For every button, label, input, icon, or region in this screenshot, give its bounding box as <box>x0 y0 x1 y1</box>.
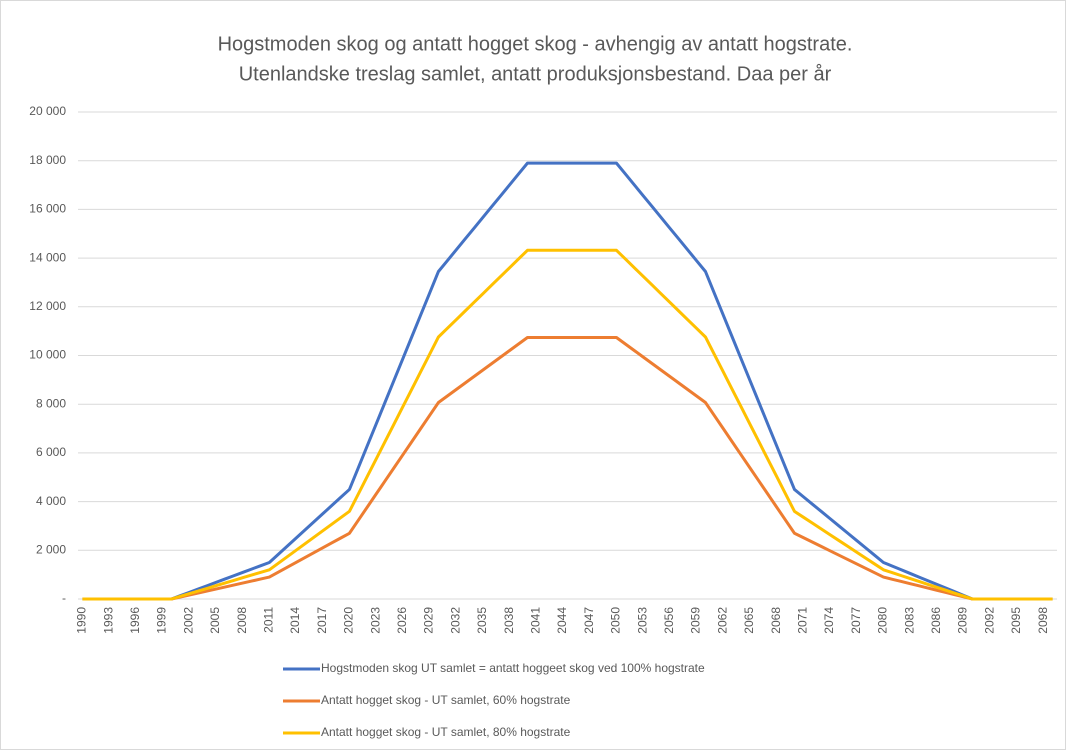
x-tick-label: 1999 <box>155 607 169 634</box>
x-tick-label: 2002 <box>181 607 195 634</box>
x-tick-label: 1990 <box>75 607 89 634</box>
x-tick-label: 2092 <box>982 607 996 634</box>
x-tick-label: 2020 <box>342 607 356 634</box>
x-tick-label: 2044 <box>555 607 569 634</box>
y-tick-label: 6 000 <box>36 445 66 459</box>
x-tick-label: 2050 <box>609 607 623 634</box>
y-tick-label: 4 000 <box>36 494 66 508</box>
legend-label: Antatt hogget skog - UT samlet, 80% hogs… <box>321 725 571 739</box>
x-tick-label: 2089 <box>956 607 970 634</box>
x-tick-label: 2035 <box>475 607 489 634</box>
x-tick-label: 2047 <box>582 607 596 634</box>
series-line <box>82 161 1053 601</box>
series-line <box>82 248 1053 601</box>
y-tick-label: 10 000 <box>29 348 66 362</box>
series-line <box>82 335 1053 601</box>
x-tick-label: 1993 <box>101 607 115 634</box>
x-tick-label: 2008 <box>235 607 249 634</box>
y-tick-label: 20 000 <box>29 104 66 118</box>
y-tick-label: 8 000 <box>36 396 66 410</box>
y-tick-label: 18 000 <box>29 153 66 167</box>
x-tick-label: 2098 <box>1036 607 1050 634</box>
y-tick-label: 12 000 <box>29 299 66 313</box>
y-tick-label: 16 000 <box>29 202 66 216</box>
legend-label: Hogstmoden skog UT samlet = antatt hogge… <box>321 661 705 675</box>
x-tick-label: 2068 <box>769 607 783 634</box>
x-tick-label: 2074 <box>822 607 836 634</box>
y-tick-label: - <box>62 591 66 605</box>
x-tick-label: 2086 <box>929 607 943 634</box>
x-tick-label: 2056 <box>662 607 676 634</box>
chart-title: Utenlandske treslag samlet, antatt produ… <box>239 63 832 85</box>
x-tick-label: 2029 <box>422 607 436 634</box>
x-tick-label: 2053 <box>635 607 649 634</box>
x-tick-label: 2080 <box>876 607 890 634</box>
x-tick-label: 2065 <box>742 607 756 634</box>
x-tick-label: 2059 <box>689 607 703 634</box>
x-tick-label: 2032 <box>448 607 462 634</box>
x-tick-label: 2062 <box>715 607 729 634</box>
x-tick-label: 2083 <box>902 607 916 634</box>
x-tick-label: 1996 <box>128 607 142 634</box>
x-tick-label: 2011 <box>262 607 276 633</box>
y-tick-label: 2 000 <box>36 542 66 556</box>
x-tick-label: 2041 <box>529 607 543 634</box>
x-tick-label: 2023 <box>368 607 382 634</box>
x-tick-label: 2017 <box>315 607 329 634</box>
x-tick-label: 2095 <box>1009 607 1023 634</box>
x-tick-label: 2071 <box>796 607 810 634</box>
chart-title: Hogstmoden skog og antatt hogget skog - … <box>218 33 853 55</box>
legend-label: Antatt hogget skog - UT samlet, 60% hogs… <box>321 693 571 707</box>
x-tick-label: 2077 <box>849 607 863 634</box>
x-tick-label: 2038 <box>502 607 516 634</box>
x-tick-label: 2026 <box>395 607 409 634</box>
x-tick-label: 2005 <box>208 607 222 634</box>
x-tick-label: 2014 <box>288 607 302 634</box>
y-tick-label: 14 000 <box>29 250 66 264</box>
